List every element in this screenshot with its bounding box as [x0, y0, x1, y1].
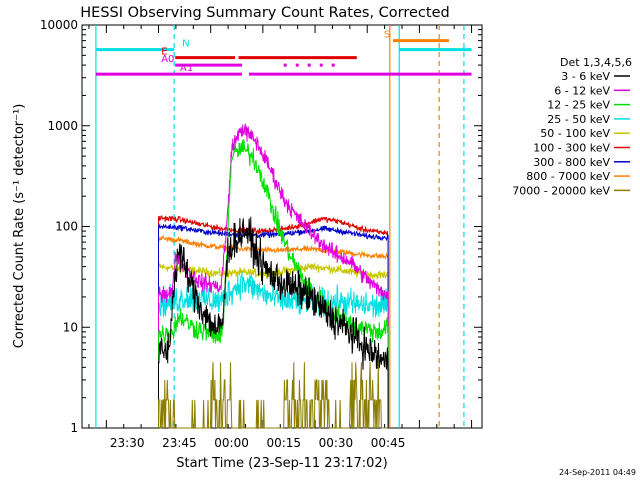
legend-title: Det 1,3,4,5,6 [560, 56, 632, 69]
y-tick-label: 10 [63, 320, 78, 334]
legend-label: 12 - 25 keV [547, 99, 610, 112]
x-tick-label: 00:30 [319, 436, 354, 450]
legend-label: 300 - 800 keV [533, 156, 610, 169]
legend-label: 100 - 300 keV [533, 142, 610, 155]
vertical-event-lines [95, 25, 465, 428]
x-tick-label: 23:45 [162, 436, 197, 450]
series-line [158, 215, 389, 428]
date-stamp: 24-Sep-2011 04:49 [559, 468, 636, 477]
y-tick-label: 10000 [40, 18, 78, 32]
axis-ticks [82, 25, 482, 429]
x-tick-labels: 23:30 23:45 00:00 00:15 00:30 00:45 [110, 436, 405, 450]
x-axis-label: Start Time (23-Sep-11 23:17:02) [176, 456, 387, 471]
chart-title: HESSI Observing Summary Count Rates, Cor… [80, 5, 449, 21]
flag-label: E [161, 47, 167, 58]
y-axis-label: Corrected Count Rate (s⁻¹ detector⁻¹) [12, 104, 27, 349]
legend-label: 50 - 100 keV [540, 127, 610, 140]
y-tick-label: 100 [55, 220, 78, 234]
flag-bars: N S EA0 A1 [95, 30, 472, 76]
flag-label: N [182, 39, 189, 50]
x-tick-label: 00:15 [266, 436, 301, 450]
legend-label: 7000 - 20000 keV [512, 184, 610, 197]
y-tick-label: 1 [70, 421, 78, 435]
legend-label: 800 - 7000 keV [526, 170, 610, 183]
flag-label: A1 [180, 63, 193, 74]
flag-label: A0 [161, 54, 174, 65]
series-line [158, 122, 389, 428]
legend-label: 25 - 50 keV [547, 113, 610, 126]
series-line [158, 216, 389, 428]
series-group [158, 122, 389, 429]
x-tick-label: 23:30 [110, 436, 145, 450]
legend-label: 6 - 12 keV [554, 84, 610, 97]
series-line [158, 223, 389, 428]
x-tick-label: 00:45 [371, 436, 406, 450]
x-tick-label: 00:00 [214, 436, 249, 450]
series-line [158, 234, 389, 428]
flag-label: S [384, 30, 390, 41]
legend-label: 3 - 6 keV [561, 70, 610, 83]
y-tick-label: 1000 [47, 119, 78, 133]
series-line [158, 362, 388, 429]
series-line [158, 139, 389, 428]
y-tick-labels: 1 10 100 1000 10000 [40, 18, 78, 435]
